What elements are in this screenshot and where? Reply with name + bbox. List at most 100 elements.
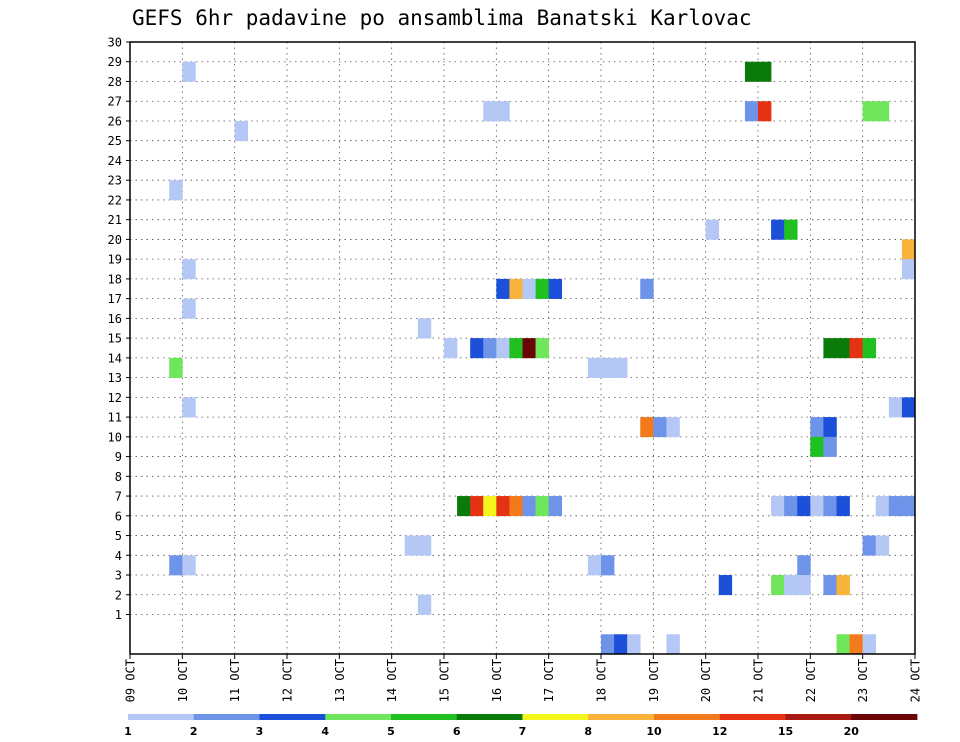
heatmap-cell xyxy=(810,417,824,438)
heatmap-cell xyxy=(862,338,877,359)
heatmap-cell xyxy=(744,61,759,82)
x-tick-label: 17 OCT xyxy=(542,659,556,702)
heatmap-cell xyxy=(182,298,196,319)
heatmap-cell xyxy=(522,496,536,517)
heatmap-cell xyxy=(496,101,510,122)
heatmap-cell xyxy=(901,239,916,260)
heatmap-cell xyxy=(169,180,183,201)
heatmap-cells xyxy=(169,61,916,655)
heatmap-cell xyxy=(823,417,837,438)
y-tick-label: 29 xyxy=(108,55,122,69)
heatmap-cell xyxy=(470,338,484,359)
heatmap-cell xyxy=(862,101,877,122)
heatmap-cell xyxy=(509,278,523,299)
heatmap-cell xyxy=(182,61,196,82)
x-tick-label: 11 OCT xyxy=(228,659,242,702)
legend-swatch xyxy=(456,714,523,720)
heatmap-cell xyxy=(823,436,837,457)
heatmap-cell xyxy=(522,278,536,299)
legend-label: 1 xyxy=(124,725,132,738)
y-tick-label: 18 xyxy=(108,272,122,286)
plot-frame xyxy=(129,41,916,655)
x-tick-label: 24 OCT xyxy=(909,659,923,702)
legend-swatch xyxy=(588,714,655,720)
x-tick-label: 22 OCT xyxy=(804,659,818,702)
heatmap-cell xyxy=(483,496,497,517)
heatmap-cell xyxy=(888,496,903,517)
heatmap-cell xyxy=(823,338,837,359)
heatmap-cell xyxy=(509,338,523,359)
y-tick-label: 4 xyxy=(115,549,122,563)
y-tick-label: 12 xyxy=(108,391,122,405)
legend-label: 7 xyxy=(519,725,527,738)
legend-swatch xyxy=(325,714,392,720)
y-tick-label: 27 xyxy=(108,95,122,109)
heatmap-cell xyxy=(862,634,877,655)
y-tick-label: 8 xyxy=(115,470,122,484)
y-tick-label: 20 xyxy=(108,233,122,247)
x-tick-label: 15 OCT xyxy=(438,659,452,702)
heatmap-cell xyxy=(496,338,510,359)
heatmap-cell xyxy=(797,575,811,596)
heatmap-cell xyxy=(862,535,877,556)
x-tick-label: 19 OCT xyxy=(647,659,661,702)
heatmap-cell xyxy=(771,575,785,596)
heatmap-cell xyxy=(836,496,850,517)
heatmap-cell xyxy=(875,496,890,517)
y-tick-label: 21 xyxy=(108,213,122,227)
legend-swatch xyxy=(128,714,195,720)
legend-swatch xyxy=(654,714,721,720)
heatmap-cell xyxy=(417,535,432,556)
legend-swatch xyxy=(522,714,589,720)
heatmap-cell xyxy=(535,338,549,359)
heatmap-cell xyxy=(797,496,811,517)
heatmap-cell xyxy=(875,101,890,122)
heatmap-cell xyxy=(888,397,903,418)
legend-label: 2 xyxy=(190,725,198,738)
heatmap-cell xyxy=(771,219,785,240)
heatmap-cell xyxy=(601,634,615,655)
heatmap-cell xyxy=(784,496,798,517)
x-tick-label: 12 OCT xyxy=(281,659,295,702)
heatmap-cell xyxy=(640,417,654,438)
heatmap-cell xyxy=(875,535,890,556)
y-tick-label: 26 xyxy=(108,114,122,128)
y-tick-label: 30 xyxy=(108,36,122,50)
y-tick-label: 10 xyxy=(108,430,122,444)
heatmap-cell xyxy=(483,338,497,359)
heatmap-cell xyxy=(666,417,680,438)
heatmap-cell xyxy=(627,634,641,655)
y-tick-label: 15 xyxy=(108,332,122,346)
heatmap-cell xyxy=(744,101,759,122)
legend-swatch xyxy=(391,714,458,720)
heatmap-cell xyxy=(771,496,785,517)
heatmap-cell xyxy=(705,219,720,240)
x-axis: 09 OCT 10 OCT 11 OCT 12 OCT 13 OCT 14 OCT 15 O… xyxy=(124,654,923,702)
legend-label: 4 xyxy=(321,725,329,738)
heatmap-cell xyxy=(444,338,458,359)
heatmap-cell xyxy=(417,318,432,339)
legend-label: 5 xyxy=(387,725,395,738)
heatmap-cell xyxy=(601,555,615,576)
heatmap-cell xyxy=(849,338,863,359)
y-tick-label: 2 xyxy=(115,588,122,602)
y-tick-label: 13 xyxy=(108,371,122,385)
legend-label: 12 xyxy=(712,725,727,738)
heatmap-cell xyxy=(836,575,850,596)
heatmap-cell xyxy=(587,555,602,576)
heatmap-cell xyxy=(483,101,497,122)
y-tick-label: 7 xyxy=(115,490,122,504)
heatmap-cell xyxy=(758,61,772,82)
legend-swatch xyxy=(719,714,786,720)
heatmap-cell xyxy=(614,634,628,655)
y-tick-label: 9 xyxy=(115,450,122,464)
legend-label: 15 xyxy=(778,725,793,738)
heatmap-cell xyxy=(496,496,510,517)
x-tick-label: 18 OCT xyxy=(595,659,609,702)
heatmap-cell xyxy=(784,219,798,240)
heatmap-cell xyxy=(901,496,916,517)
heatmap-cell xyxy=(810,436,824,457)
heatmap-cell xyxy=(784,575,798,596)
chart-title: GEFS 6hr padavine po ansamblima Banatski… xyxy=(132,6,752,30)
